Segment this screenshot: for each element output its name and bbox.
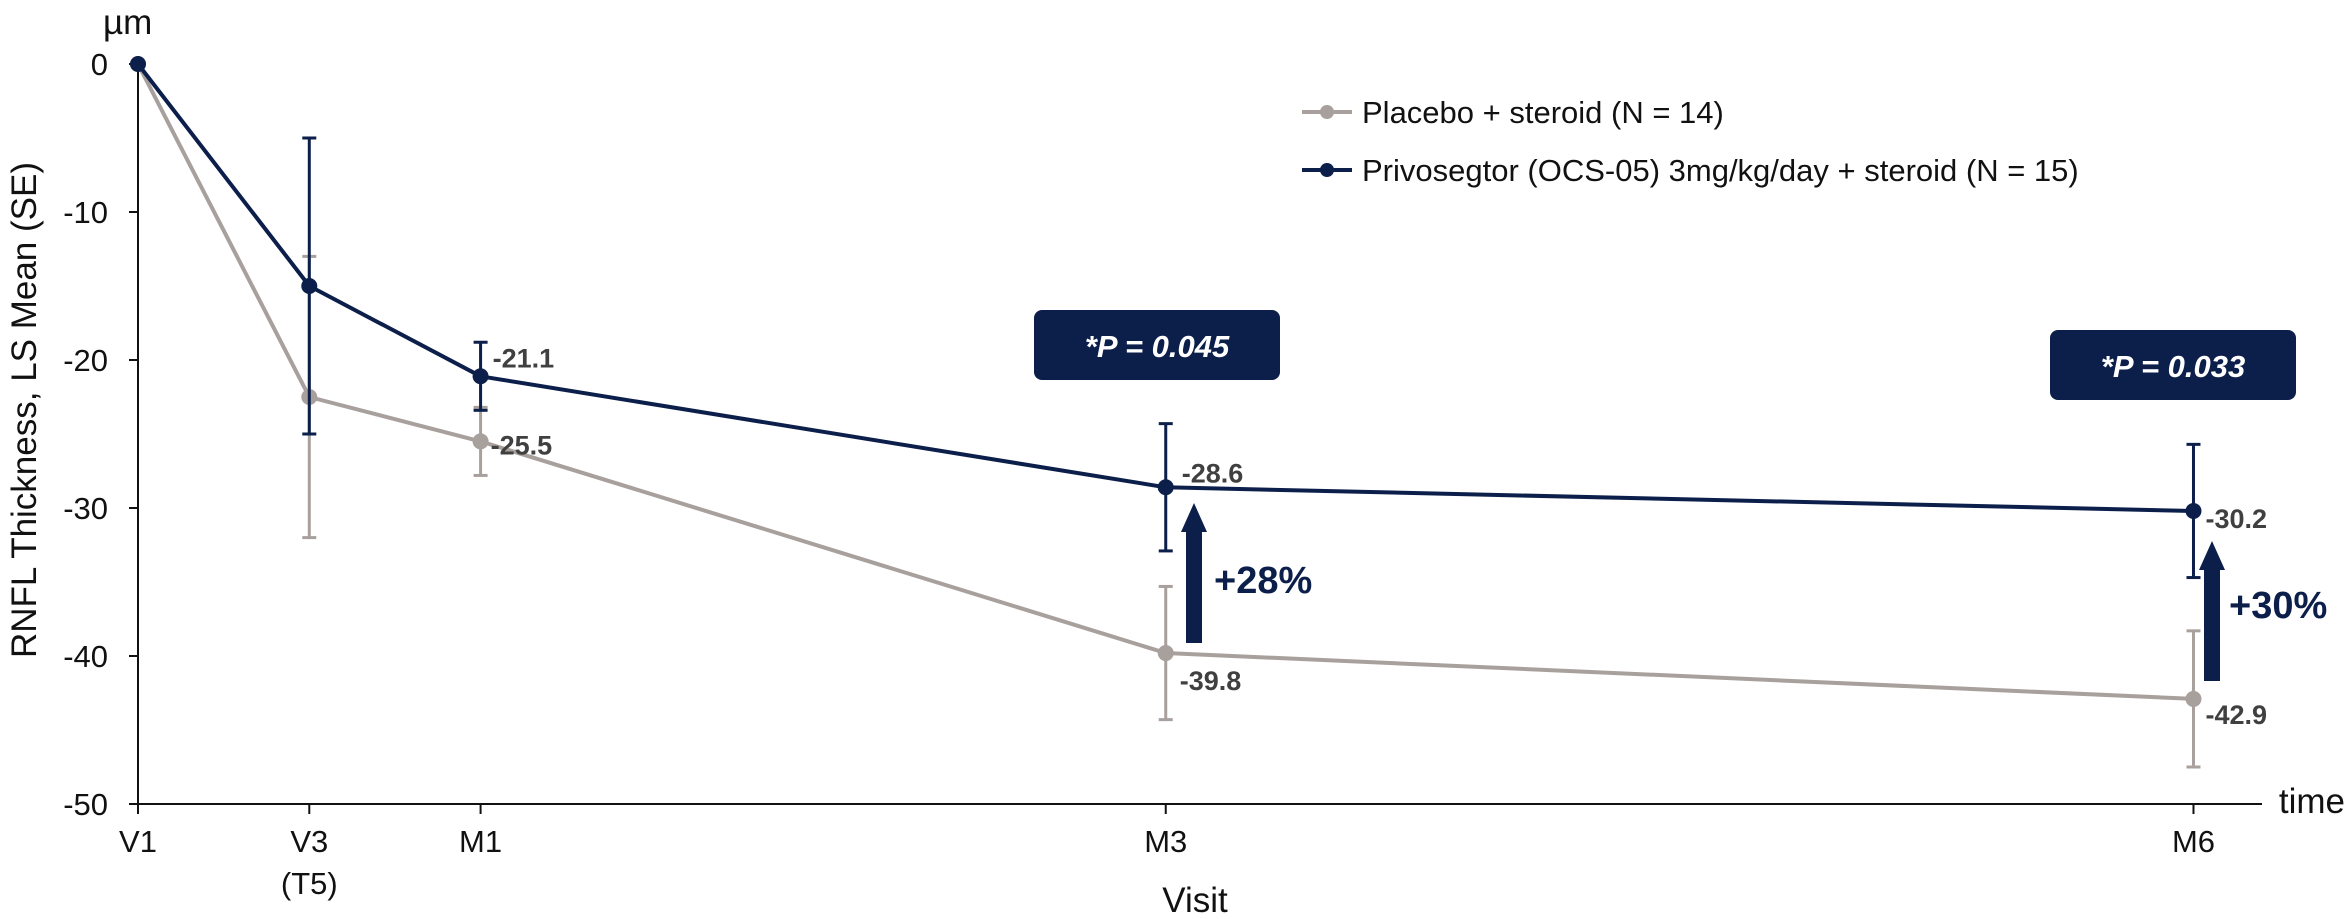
data-label-placebo: -25.5 — [491, 430, 553, 460]
data-point-privosegtor — [301, 278, 318, 294]
data-point-privosegtor — [472, 368, 489, 385]
annotation-m6: *P = 0.033 +30% — [2050, 330, 2327, 681]
legend-marker-privosegtor — [1320, 163, 1334, 177]
annotation-m3: *P = 0.045 +28% — [1034, 310, 1312, 643]
p-value-text-m6: *P = 0.033 — [2101, 349, 2246, 384]
data-point-privosegtor — [1157, 479, 1174, 496]
y-tick-label: -30 — [63, 491, 108, 526]
y-tick-label: 0 — [91, 47, 108, 82]
x-ticks: V1 V3 (T5) M1 M3 M6 — [119, 804, 2215, 901]
x-axis-title: Visit — [1162, 881, 1228, 919]
p-value-box-m3 — [1034, 310, 1280, 380]
data-point-placebo — [472, 433, 489, 450]
legend-item-placebo: Placebo + steroid (N = 14) — [1302, 95, 1724, 130]
arrow-shaft-m6 — [2204, 568, 2220, 681]
y-unit: µm — [103, 3, 152, 42]
x-axis-end-label: time — [2279, 782, 2345, 821]
y-axis-title: RNFL Thickness, LS Mean (SE) — [5, 162, 44, 658]
x-tick-label: V3 — [290, 824, 328, 859]
improvement-label-m3: +28% — [1214, 560, 1312, 602]
p-value-box-m6 — [2050, 330, 2296, 400]
data-point-placebo — [1157, 645, 1174, 662]
legend-label-privosegtor: Privosegtor (OCS-05) 3mg/kg/day + steroi… — [1362, 153, 2079, 188]
legend-marker-placebo — [1320, 105, 1334, 119]
p-value-text-m3: *P = 0.045 — [1085, 329, 1230, 364]
legend-label-placebo: Placebo + steroid (N = 14) — [1362, 95, 1724, 130]
improvement-arrow-m3 — [1181, 503, 1207, 643]
data-label-placebo: -42.9 — [2205, 700, 2267, 730]
y-tick-label: -50 — [63, 787, 108, 822]
y-tick-label: -20 — [63, 343, 108, 378]
data-point-placebo — [2185, 690, 2202, 707]
arrow-head-m6 — [2199, 541, 2225, 570]
y-tick-label: -40 — [63, 639, 108, 674]
x-tick-label: M3 — [1144, 824, 1187, 859]
series-layer — [130, 56, 2202, 769]
x-tick-sublabel: (T5) — [281, 866, 338, 901]
y-unit-label: µm — [103, 3, 152, 42]
arrow-head-m3 — [1181, 503, 1207, 532]
data-label-privosegtor: -28.6 — [1182, 458, 1244, 488]
x-tick-label: V1 — [119, 824, 157, 859]
improvement-label-m6: +30% — [2229, 585, 2327, 627]
data-label-privosegtor: -21.1 — [493, 343, 555, 373]
x-tick-label: M1 — [459, 824, 502, 859]
data-point-privosegtor — [130, 56, 146, 72]
legend-item-privosegtor: Privosegtor (OCS-05) 3mg/kg/day + steroi… — [1302, 153, 2079, 188]
x-tick-label: M6 — [2172, 824, 2215, 859]
data-label-privosegtor: -30.2 — [2205, 504, 2267, 534]
y-ticks: 0 -10 -20 -30 -40 -50 — [63, 47, 138, 822]
y-tick-label: -10 — [63, 195, 108, 230]
arrow-shaft-m3 — [1186, 530, 1202, 643]
data-point-privosegtor — [2185, 502, 2202, 519]
improvement-arrow-m6 — [2199, 541, 2225, 681]
legend: Placebo + steroid (N = 14) Privosegtor (… — [1302, 95, 2079, 188]
data-labels: -25.5 -39.8 -42.9 -21.1 -28.6 -30.2 — [491, 343, 2267, 730]
data-label-placebo: -39.8 — [1180, 666, 1242, 696]
